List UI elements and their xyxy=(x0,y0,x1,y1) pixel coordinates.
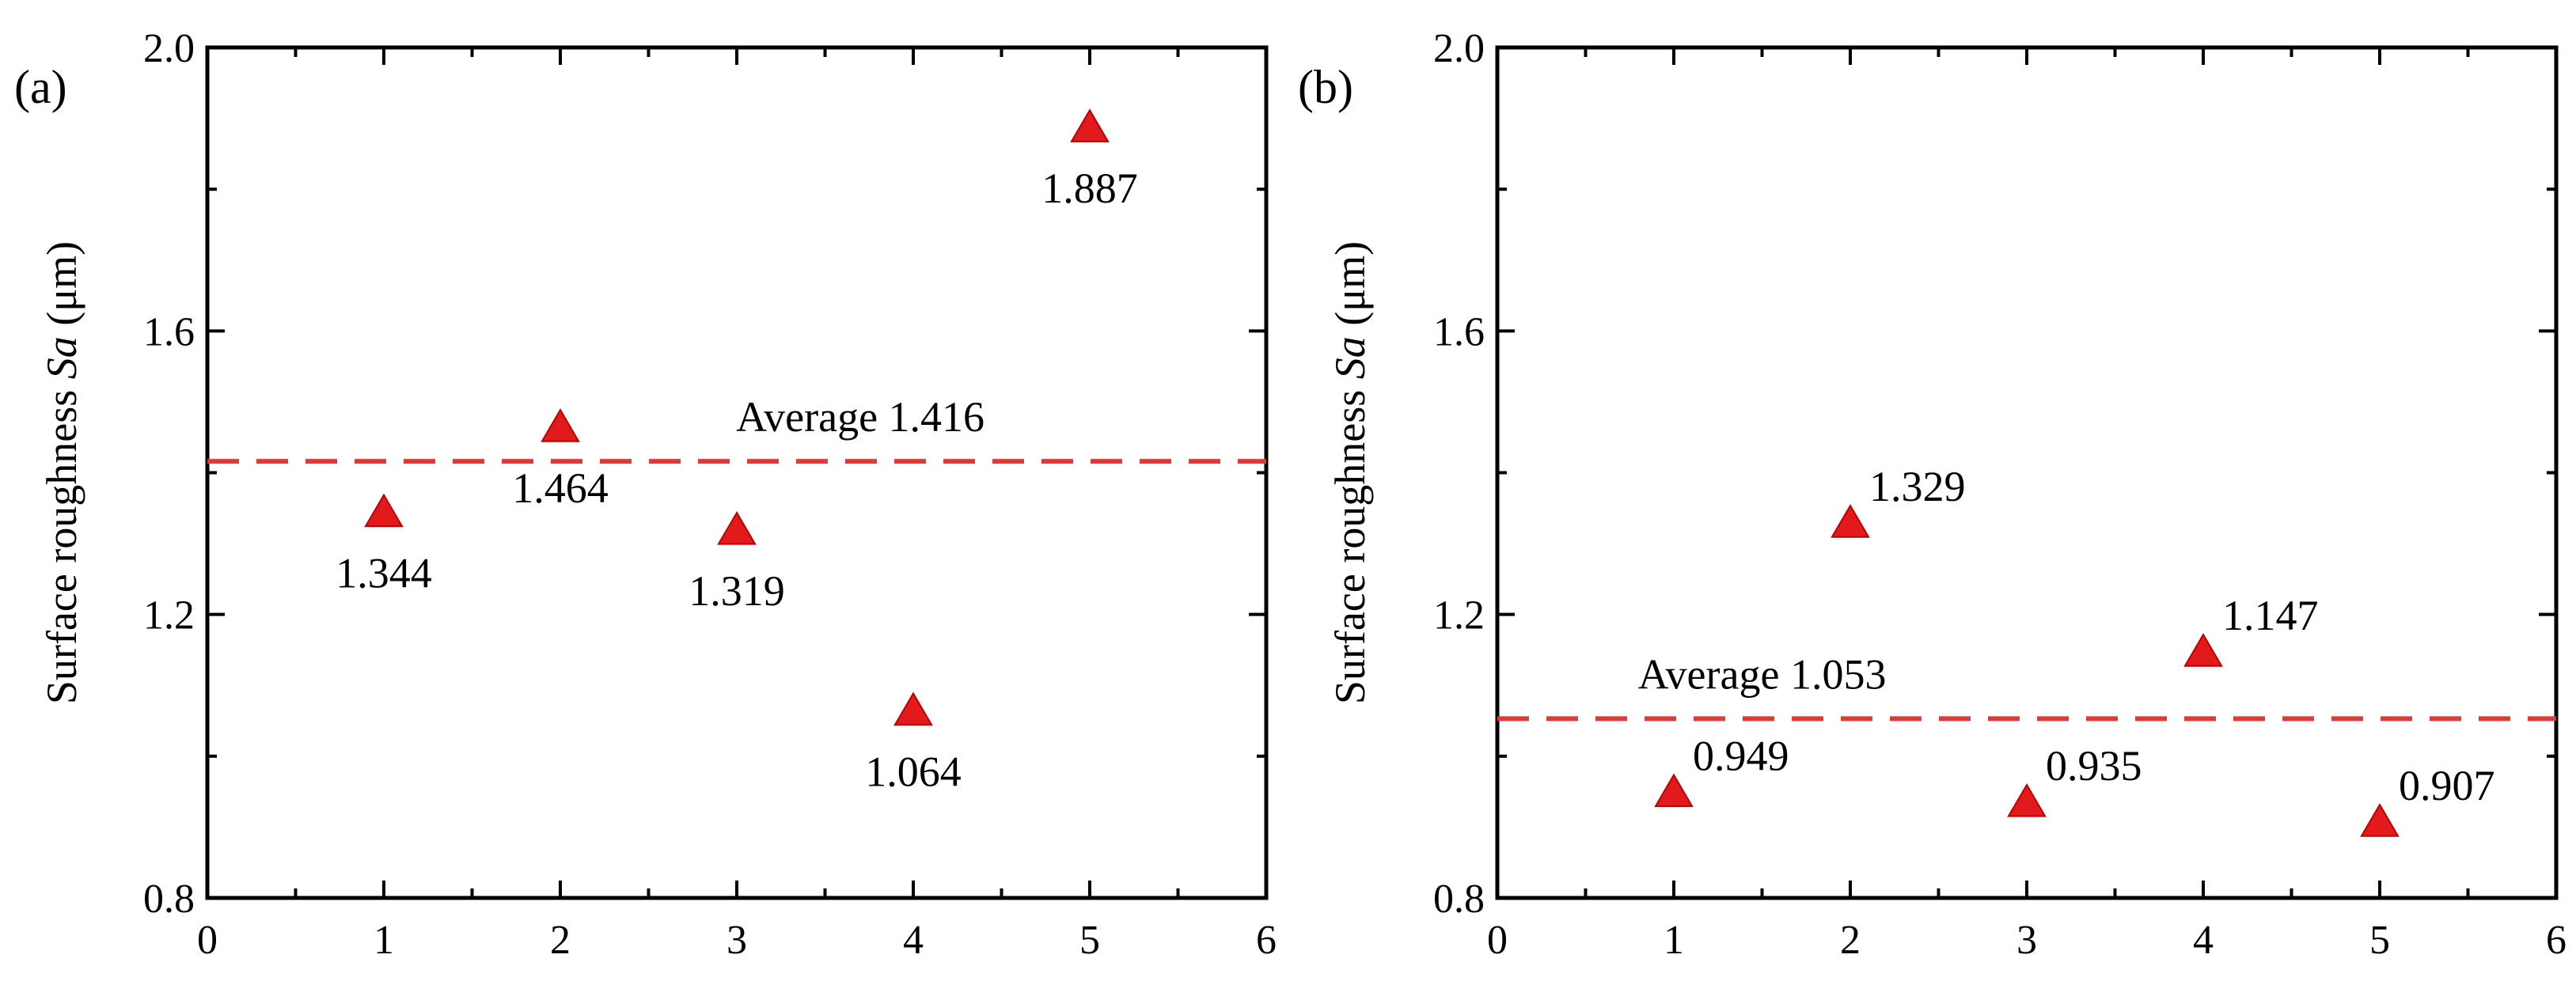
data-point-triangle xyxy=(895,694,931,725)
x-tick-label: 5 xyxy=(2369,918,2390,963)
x-tick-label: 6 xyxy=(1256,918,1277,963)
x-tick-label: 3 xyxy=(2016,918,2037,963)
x-tick-label: 4 xyxy=(2193,918,2214,963)
y-tick-label: 1.6 xyxy=(1433,309,1485,354)
chart-panel-a: 0 1 2 3 4 5 6 0.8 1.2 1.6 2.0 Surface roughness Sa … xyxy=(14,26,1277,963)
y-tick-label: 1.6 xyxy=(143,309,195,354)
y-axis-title: Surface roughness Sa (μm) xyxy=(1326,241,1374,704)
data-point-triangle xyxy=(2009,785,2045,816)
data-point-triangle xyxy=(1072,110,1108,142)
data-point-label: 0.949 xyxy=(1693,733,1789,780)
y-tick-label: 1.2 xyxy=(1433,593,1485,638)
data-point-label: 1.319 xyxy=(689,567,785,615)
data-point-triangle xyxy=(542,410,579,441)
data-point-triangle xyxy=(2362,805,2398,836)
x-tick-label: 2 xyxy=(1840,918,1861,963)
data-point-label: 1.147 xyxy=(2222,592,2319,639)
chart-panel-b: 0 1 2 3 4 5 6 0.8 1.2 1.6 2.0 Surface roughness Sa … xyxy=(1298,26,2567,963)
x-tick-label: 2 xyxy=(550,918,571,963)
y-tick-label: 2.0 xyxy=(1433,26,1485,71)
data-point-triangle xyxy=(2185,634,2221,666)
y-axis-title: Surface roughness Sa (μm) xyxy=(38,241,85,704)
x-tick-label: 6 xyxy=(2546,918,2567,963)
data-point-label: 1.887 xyxy=(1041,165,1138,212)
panel-label: (a) xyxy=(14,61,67,113)
x-tick-label: 1 xyxy=(374,918,394,963)
x-tick-label: 4 xyxy=(903,918,924,963)
figure: 0 1 2 3 4 5 6 0.8 1.2 1.6 2.0 Surface roughness Sa … xyxy=(0,0,2576,981)
average-label: Average 1.416 xyxy=(736,393,984,441)
x-tick-label: 0 xyxy=(1487,918,1508,963)
x-tick-label: 0 xyxy=(197,918,218,963)
data-point-label: 0.935 xyxy=(2046,742,2142,790)
y-tick-label: 1.2 xyxy=(143,593,195,638)
data-point-triangle xyxy=(366,495,402,527)
y-tick-label: 0.8 xyxy=(1433,877,1485,922)
panel-label: (b) xyxy=(1298,61,1353,113)
data-point-triangle xyxy=(1832,506,1868,537)
data-point-label: 1.344 xyxy=(336,550,432,597)
x-tick-label: 1 xyxy=(1664,918,1684,963)
data-point-triangle xyxy=(1656,775,1692,807)
data-point-label: 1.329 xyxy=(1869,463,1966,510)
data-point-triangle xyxy=(719,513,755,544)
y-tick-label: 0.8 xyxy=(143,877,195,922)
plot-frame xyxy=(1497,47,2556,898)
x-tick-label: 5 xyxy=(1079,918,1100,963)
data-point-label: 0.907 xyxy=(2399,762,2495,809)
y-tick-label: 2.0 xyxy=(143,26,195,71)
data-point-label: 1.064 xyxy=(865,748,962,796)
data-point-label: 1.464 xyxy=(512,464,609,512)
x-tick-label: 3 xyxy=(727,918,747,963)
average-label: Average 1.053 xyxy=(1638,650,1887,698)
